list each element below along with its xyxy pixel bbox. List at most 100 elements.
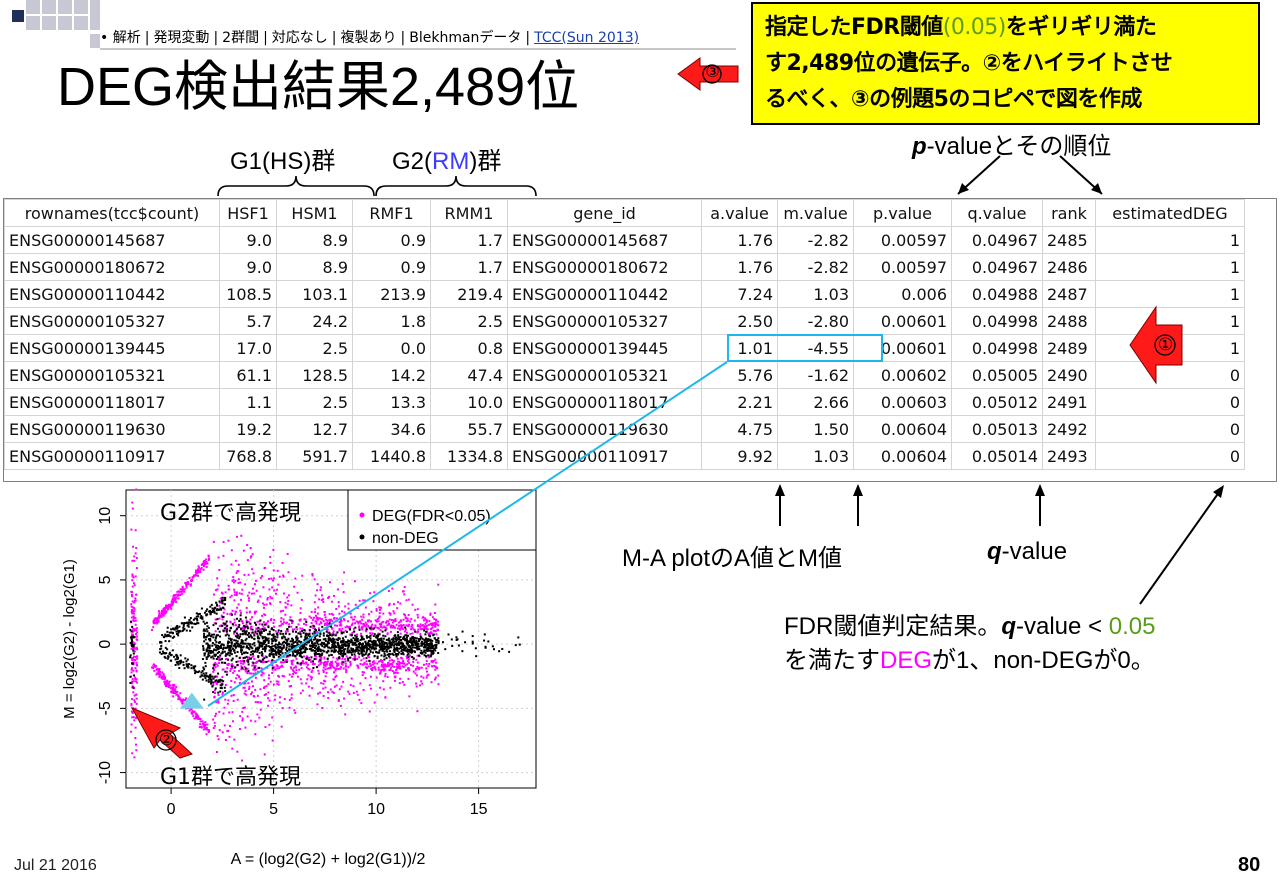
table-cell: 14.2 [352,361,431,389]
table-cell: ENSG00000110442 [4,280,220,308]
column-header: p.value [853,199,952,227]
table-cell: 128.5 [276,361,353,389]
column-header: m.value [777,199,854,227]
group2-text: )群 [469,148,502,175]
table-cell: 2.5 [276,388,353,416]
table-cell: 2492 [1042,415,1096,443]
y-tick-label: 0 [97,640,114,649]
table-cell: 1.7 [430,226,508,254]
breadcrumb-item: 対応なし [271,30,328,46]
ma-plot: 0 5 10 15 10 5 0 -5 -10 A = (log2(G2) + log2(G1))… [60,482,560,872]
table-cell: ENSG00000119630 [4,415,220,443]
table-cell: 2485 [1042,226,1096,254]
fdr-text: を満たす [784,647,880,674]
column-header: gene_id [507,199,702,227]
note-threshold: (0.05) [942,15,1007,40]
ma-value-label: M-A plotのA値とM値 [622,545,843,572]
table-cell: 1334.8 [430,442,508,470]
breadcrumb-item: 複製あり [340,30,397,46]
data-table: rownames(tcc$count) HSF1 HSM1 RMF1 RMM1 gene_… [3,198,1277,482]
table-row: ENSG00000145687 9.0 8.9 0.9 1.7 ENSG000001456… [4,226,1245,254]
table-cell: 1 [1095,280,1245,308]
explanation-note: 指定したFDR閾値(0.05)をギリギリ満た す2,489位の遺伝子。②をハイラ… [751,2,1260,125]
table-cell: 34.6 [352,415,431,443]
fdr-deg: DEG [880,647,933,674]
table-cell: 103.1 [276,280,353,308]
note-text: す2,489位の遺伝子。②をハイライトさせ [765,51,1173,76]
table-cell: -2.82 [777,253,854,281]
table-cell: 213.9 [352,280,431,308]
column-header: rank [1042,199,1096,227]
table-cell: ENSG00000145687 [507,226,702,254]
table-cell: 0.04967 [951,226,1043,254]
table-row: ENSG00000105321 61.1 128.5 14.2 47.4 ENSG0000… [4,361,1245,389]
table-cell: 8.9 [276,226,353,254]
table-cell: 1 [1095,226,1245,254]
breadcrumb-item: 解析 [112,30,141,46]
table-cell: ENSG00000110917 [507,442,702,470]
x-tick-label: 15 [470,801,488,818]
table-cell: ENSG00000139445 [4,334,220,362]
column-header: estimatedDEG [1095,199,1245,227]
table-cell: 768.8 [219,442,277,470]
callout-marker-3: ③ [676,56,740,92]
table-cell: 0.00597 [853,253,952,281]
page-number: 80 [1238,854,1261,876]
table-cell: ENSG00000110917 [4,442,220,470]
table-cell: ENSG00000180672 [507,253,702,281]
table-cell: 2.66 [777,388,854,416]
legend-deg: DEG(FDR<0.05) [372,508,491,525]
table-cell: ENSG00000139445 [507,334,702,362]
bullet: • [100,30,109,46]
table-cell: 2491 [1042,388,1096,416]
table-cell: 0.04967 [951,253,1043,281]
q-italic: q [1001,613,1016,640]
table-cell: 2.5 [430,307,508,335]
table-cell: 0.04998 [951,307,1043,335]
column-header: q.value [951,199,1043,227]
table-cell: ENSG00000105321 [507,361,702,389]
table-cell: 0.05012 [951,388,1043,416]
table-cell: 2493 [1042,442,1096,470]
table-cell: 1.76 [701,253,778,281]
table-cell: 2.5 [276,334,353,362]
breadcrumb-link[interactable]: TCC(Sun 2013) [534,30,640,46]
y-axis-label: M = log2(G2) - log2(G1) [61,559,78,719]
table-cell: 9.0 [219,226,277,254]
table-cell: 0.05013 [951,415,1043,443]
y-tick-label: 10 [97,507,114,525]
x-tick-label: 5 [269,801,278,818]
table-cell: 2489 [1042,334,1096,362]
table-cell: 8.9 [276,253,353,281]
marker-label: ② [158,730,175,750]
note-text: をギリギリ満た [1005,15,1157,40]
table-cell: 1.01 [701,334,778,362]
table-cell: 0.9 [352,226,431,254]
table-cell: 1 [1095,307,1245,335]
table-cell: 2.50 [701,307,778,335]
fdr-threshold: 0.05 [1108,613,1156,640]
table-cell: 0.05014 [951,442,1043,470]
table-row: ENSG00000118017 1.1 2.5 13.3 10.0 ENSG0000011… [4,388,1245,416]
g2-high-label: G2群で高発現 [160,501,301,526]
pvalue-rank-text: -valueとその順位 [926,133,1112,160]
table-cell: 24.2 [276,307,353,335]
column-header: rownames(tcc$count) [4,199,220,227]
column-header: RMF1 [352,199,431,227]
table-cell: 0.00602 [853,361,952,389]
group2-rm: RM [432,148,470,175]
table-cell: 591.7 [276,442,353,470]
column-header: HSF1 [219,199,277,227]
table-cell: -2.82 [777,226,854,254]
callout-marker-2: ② [128,704,194,760]
table-cell: 0 [1095,388,1245,416]
table-cell: 10.0 [430,388,508,416]
breadcrumb-item: 2群間 [222,30,260,46]
p-italic: p [912,133,927,160]
fdr-explanation: FDR閾値判定結果。q-value < 0.05 を満たすDEGが1、non-D… [784,610,1155,678]
plot-legend: DEG(FDR<0.05) non-DEG [347,489,537,551]
estimated-deg-arrow [1139,487,1223,605]
breadcrumb-item: 発現変動 [153,30,210,46]
column-header: a.value [701,199,778,227]
table-cell: -1.62 [777,361,854,389]
